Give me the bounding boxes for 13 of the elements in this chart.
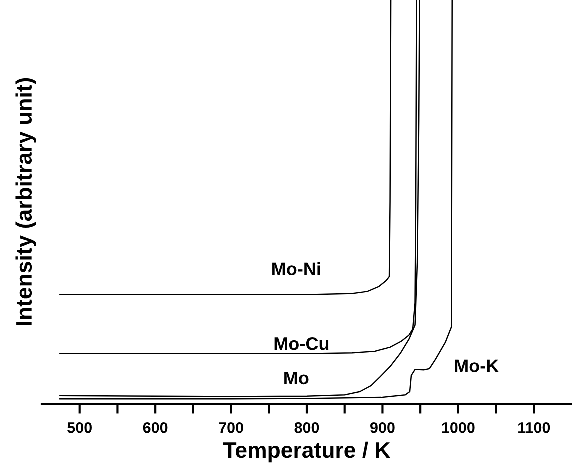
x-tick-label: 900 bbox=[370, 422, 395, 434]
x-tick-label: 800 bbox=[294, 422, 320, 434]
x-axis-title: Temperature / K bbox=[223, 442, 391, 463]
series-label: Mo-K bbox=[455, 360, 499, 372]
series-label: Mo-Cu bbox=[274, 337, 329, 350]
x-tick-label: 500 bbox=[68, 422, 92, 434]
x-tick-label: 600 bbox=[143, 422, 168, 434]
y-axis-title: Intensity (arbitrary unit) bbox=[16, 78, 36, 326]
series-label: Mo bbox=[284, 372, 309, 385]
x-tick-label: 1100 bbox=[518, 422, 550, 434]
x-tick-label: 700 bbox=[219, 422, 244, 434]
series-label: Mo-Ni bbox=[272, 262, 320, 276]
x-tick-label: 1000 bbox=[442, 422, 475, 434]
